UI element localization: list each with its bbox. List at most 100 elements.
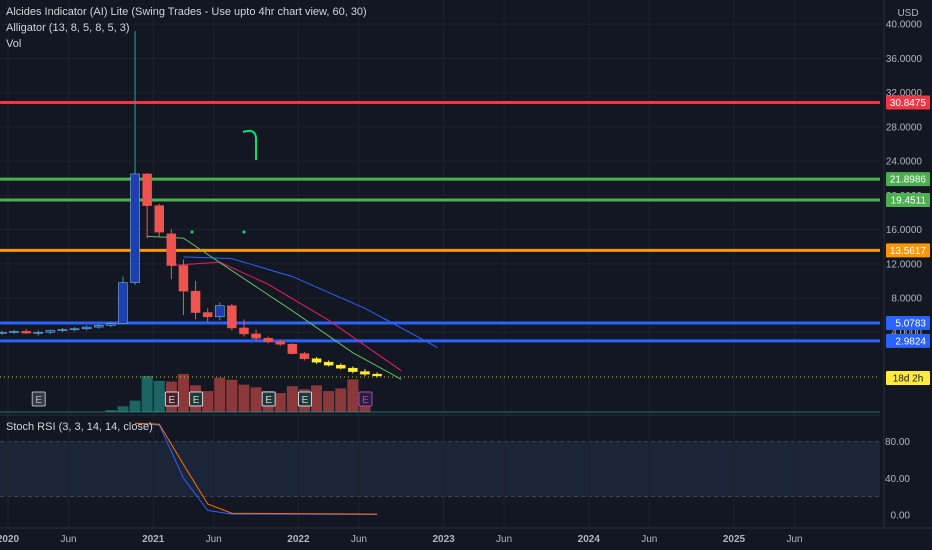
candle-body (0, 331, 7, 334)
candle-body (118, 282, 128, 324)
price-tick-label: 40.0000 (886, 20, 923, 31)
indicator-legend-volume[interactable]: Vol (6, 38, 22, 50)
candle-body (372, 373, 382, 377)
time-tick-label: Jun (351, 534, 367, 545)
level-price-tag-2 (886, 193, 930, 208)
volume-bar (105, 410, 117, 412)
time-tick-label: 2024 (578, 534, 601, 545)
volume-bar (117, 406, 129, 412)
stoch-tick-label: 0.00 (891, 511, 911, 522)
indicator-legend-alcides[interactable]: Alcides Indicator (AI) Lite (Swing Trade… (6, 6, 367, 18)
time-tick-label: Jun (206, 534, 222, 545)
time-tick-label: 2025 (723, 534, 746, 545)
volume-bar (286, 386, 298, 412)
price-tick-label: 36.0000 (886, 54, 923, 65)
indicator-legend-alligator[interactable]: Alligator (13, 8, 5, 8, 5, 3) (6, 22, 130, 34)
earnings-label: E (302, 395, 309, 406)
volume-bar (177, 374, 189, 412)
volume-bar (214, 377, 226, 412)
price-tick-label: 24.0000 (886, 157, 923, 168)
level-price-label: 2.9824 (895, 336, 926, 347)
time-tick-label: 2021 (142, 534, 165, 545)
candle-body (33, 331, 43, 334)
stoch-tick-label: 80.00 (885, 437, 910, 448)
stoch-band-fill (0, 441, 880, 497)
candle-body (336, 364, 346, 369)
signal-dot (190, 230, 194, 234)
level-price-tag-1 (886, 172, 930, 187)
level-price-tag-0 (886, 95, 930, 110)
volume-bar (347, 379, 359, 412)
candle-body (348, 367, 358, 372)
candle-body (323, 361, 334, 366)
candle-body (178, 265, 189, 292)
candle-body (81, 326, 92, 330)
level-price-tag-3 (886, 243, 930, 258)
volume-bar (335, 388, 347, 412)
volume-bar (250, 387, 262, 412)
candle-body (360, 371, 370, 375)
earnings-marker-4 (297, 391, 312, 407)
candle-body (227, 305, 237, 329)
volume-bar (202, 391, 214, 412)
stoch-rsi-k (135, 422, 378, 515)
level-price-label: 21.8986 (890, 175, 927, 186)
stoch-rsi-d (135, 422, 378, 515)
earnings-label: E (169, 395, 176, 406)
earnings-marker-0 (31, 391, 46, 407)
alligator-teeth (171, 261, 402, 372)
volume-bar (274, 393, 286, 412)
candle-body (142, 173, 152, 206)
candle-body (130, 173, 140, 283)
candle-body (202, 312, 213, 318)
time-tick-label: Jun (786, 534, 802, 545)
candle-body (45, 330, 56, 333)
candle-body (215, 305, 225, 318)
signal-dot (242, 230, 246, 234)
alligator-jaw (183, 256, 438, 349)
volume-bar (311, 385, 323, 412)
level-price-tag-4 (886, 315, 930, 330)
price-tick-label: 32.0000 (886, 88, 923, 99)
earnings-label: E (362, 395, 369, 406)
level-price-label: 19.4511 (891, 196, 927, 207)
time-tick-label: 2020 (0, 534, 20, 545)
indicator-legend-stoch-rsi[interactable]: Stoch RSI (3, 3, 14, 14, close) (6, 421, 153, 433)
candle-body (275, 341, 285, 345)
volume-bar (323, 391, 335, 412)
level-price-label: 13.5617 (890, 246, 927, 257)
earnings-label: E (35, 395, 42, 406)
signal-arrow-icon (242, 129, 257, 160)
currency-label: USD (897, 8, 918, 19)
candle-body (9, 331, 19, 333)
time-tick-label: 2022 (287, 534, 310, 545)
earnings-label: E (265, 395, 272, 406)
stoch-tick-label: 40.00 (885, 474, 910, 485)
countdown-tag (886, 371, 930, 385)
alligator-lips (147, 235, 402, 380)
earnings-label: E (193, 395, 200, 406)
candle-body (299, 353, 310, 359)
earnings-marker-2 (189, 391, 204, 407)
price-tick-label: 16.0000 (886, 225, 923, 236)
earnings-marker-5 (358, 391, 373, 407)
price-tick-label: 8.0000 (891, 294, 922, 305)
volume-bar (238, 384, 250, 412)
time-tick-label: Jun (60, 534, 76, 545)
earnings-marker-1 (164, 391, 179, 407)
price-tick-label: 4.0000 (891, 328, 922, 339)
candle-body (251, 333, 261, 339)
level-price-label: 30.8475 (890, 98, 927, 109)
candle-body (57, 329, 68, 331)
level-price-label: 5.0783 (895, 318, 926, 329)
candle-body (94, 325, 104, 328)
countdown-label: 18d 2h (893, 374, 924, 385)
candle-body (263, 337, 273, 342)
volume-bar (153, 380, 165, 412)
price-tick-label: 28.0000 (886, 122, 923, 133)
candle-body (166, 233, 177, 266)
candle-body (239, 327, 249, 335)
candle-body (190, 290, 201, 313)
